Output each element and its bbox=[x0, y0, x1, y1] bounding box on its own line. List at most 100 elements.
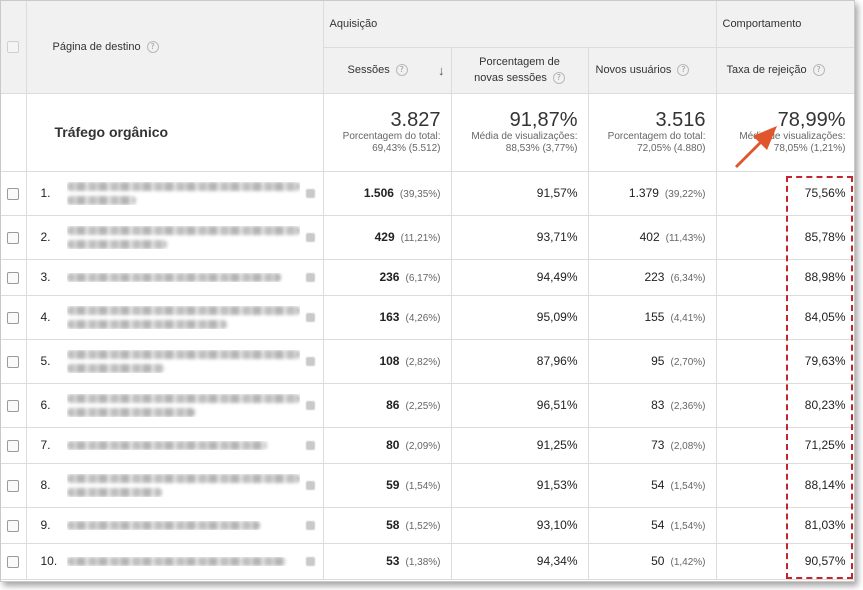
open-page-icon[interactable] bbox=[305, 440, 315, 450]
row-number: 10. bbox=[40, 554, 58, 568]
landing-page-link[interactable] bbox=[66, 305, 300, 329]
sessions-value: 1.506 bbox=[363, 186, 394, 200]
table-row[interactable]: 7. 80 (2,09%) 91,25% 73 (2,08%) 71,25% bbox=[1, 427, 854, 464]
open-page-icon[interactable] bbox=[305, 272, 315, 282]
table-row[interactable]: 5. 108 (2,82%) 87,96% 95 (2,70%) 79,63% bbox=[1, 339, 854, 384]
total-new-sessions-caption: Média de visualizações: bbox=[471, 131, 578, 142]
help-icon[interactable]: ? bbox=[146, 40, 159, 53]
table-row[interactable]: 1. 1.506 (39,35%) 91,57% 1.379 (39,22%) 75… bbox=[1, 171, 854, 216]
landing-page-cell[interactable]: 4. bbox=[26, 295, 324, 340]
landing-page-cell[interactable]: 6. bbox=[26, 383, 324, 428]
help-icon[interactable]: ? bbox=[677, 64, 690, 77]
table-row[interactable]: 9. 58 (1,52%) 93,10% 54 (1,54%) 81,03% bbox=[1, 507, 854, 544]
sessions-column-header[interactable]: Sessões? ↓ bbox=[323, 47, 452, 94]
sessions-pct: (6,17%) bbox=[405, 273, 441, 284]
new-users-pct: (11,43%) bbox=[665, 233, 706, 244]
landing-page-cell[interactable]: 10. bbox=[26, 543, 324, 580]
landing-page-link[interactable] bbox=[66, 225, 300, 249]
landing-page-cell[interactable]: 7. bbox=[26, 427, 324, 464]
redacted-url-line bbox=[66, 349, 300, 359]
total-new-sessions-detail: 88,53% (3,77%) bbox=[505, 143, 578, 154]
bounce-rate-cell: 81,03% bbox=[716, 507, 854, 544]
open-page-icon[interactable] bbox=[305, 480, 315, 490]
new-sessions-pct-column-header[interactable]: Porcentagem de novas sessões? bbox=[451, 47, 589, 94]
redacted-url-line bbox=[66, 520, 260, 530]
landing-page-cell[interactable]: 1. bbox=[26, 171, 324, 216]
total-new-users-value: 3.516 bbox=[655, 109, 706, 131]
open-page-icon[interactable] bbox=[305, 232, 315, 242]
new-users-cell: 54 (1,54%) bbox=[588, 507, 717, 544]
row-checkbox[interactable] bbox=[7, 399, 20, 412]
acquisition-group-label: Aquisição bbox=[329, 17, 378, 30]
landing-page-cell[interactable]: 5. bbox=[26, 339, 324, 384]
help-icon[interactable]: ? bbox=[552, 72, 565, 85]
new-users-column-header[interactable]: Novos usuários? bbox=[588, 47, 717, 94]
sessions-cell: 108 (2,82%) bbox=[323, 339, 452, 384]
row-checkbox-cell bbox=[1, 339, 27, 384]
help-icon[interactable]: ? bbox=[812, 64, 825, 77]
row-checkbox[interactable] bbox=[7, 519, 20, 532]
new-sessions-cell: 91,25% bbox=[451, 427, 589, 464]
row-checkbox[interactable] bbox=[7, 355, 20, 368]
landing-page-link[interactable] bbox=[66, 349, 300, 373]
landing-page-link[interactable] bbox=[66, 520, 300, 530]
landing-page-link[interactable] bbox=[66, 181, 300, 205]
landing-page-link[interactable] bbox=[66, 440, 300, 450]
table-row[interactable]: 10. 53 (1,38%) 94,34% 50 (1,42%) 90,57% bbox=[1, 543, 854, 580]
open-page-icon[interactable] bbox=[305, 520, 315, 530]
row-checkbox-cell bbox=[1, 463, 27, 508]
new-users-pct: (1,54%) bbox=[670, 521, 706, 532]
new-sessions-header-line2: novas sessões bbox=[474, 72, 547, 84]
table-row[interactable]: 3. 236 (6,17%) 94,49% 223 (6,34%) 88,98% bbox=[1, 259, 854, 296]
sort-descending-icon[interactable]: ↓ bbox=[438, 62, 445, 78]
new-users-header-label: Novos usuários bbox=[595, 63, 672, 76]
totals-spacer bbox=[1, 93, 27, 172]
row-checkbox[interactable] bbox=[7, 311, 20, 324]
row-checkbox-cell bbox=[1, 215, 27, 260]
bounce-rate-cell: 71,25% bbox=[716, 427, 854, 464]
table-row[interactable]: 8. 59 (1,54%) 91,53% 54 (1,54%) 88,14% bbox=[1, 463, 854, 508]
table-row[interactable]: 2. 429 (11,21%) 93,71% 402 (11,43%) 85,78% bbox=[1, 215, 854, 260]
new-sessions-cell: 93,10% bbox=[451, 507, 589, 544]
landing-page-cell[interactable]: 3. bbox=[26, 259, 324, 296]
landing-page-column-header[interactable]: Página de destino? bbox=[26, 1, 324, 94]
open-page-icon[interactable] bbox=[305, 556, 315, 566]
bounce-rate-cell: 79,63% bbox=[716, 339, 854, 384]
row-checkbox[interactable] bbox=[7, 555, 20, 568]
help-icon[interactable]: ? bbox=[395, 64, 408, 77]
total-new-users-cell: 3.516 Porcentagem do total: 72,05% (4.88… bbox=[588, 93, 717, 172]
new-users-cell: 54 (1,54%) bbox=[588, 463, 717, 508]
open-page-icon[interactable] bbox=[305, 312, 315, 322]
table-row[interactable]: 6. 86 (2,25%) 96,51% 83 (2,36%) 80,23% bbox=[1, 383, 854, 428]
open-page-icon[interactable] bbox=[305, 356, 315, 366]
landing-page-link[interactable] bbox=[66, 556, 300, 566]
row-checkbox[interactable] bbox=[7, 271, 20, 284]
new-users-pct: (1,54%) bbox=[670, 481, 706, 492]
total-new-users-detail: 72,05% (4.880) bbox=[637, 143, 706, 154]
row-checkbox[interactable] bbox=[7, 187, 20, 200]
open-page-icon[interactable] bbox=[305, 188, 315, 198]
select-all-checkbox[interactable] bbox=[7, 40, 20, 53]
landing-page-link[interactable] bbox=[66, 473, 300, 497]
landing-page-link[interactable] bbox=[66, 393, 300, 417]
sessions-value: 59 bbox=[386, 478, 400, 492]
sessions-pct: (2,09%) bbox=[405, 441, 441, 452]
row-checkbox[interactable] bbox=[7, 439, 20, 452]
row-checkbox[interactable] bbox=[7, 231, 20, 244]
row-number: 2. bbox=[40, 230, 51, 244]
sessions-value: 80 bbox=[386, 438, 400, 452]
landing-page-cell[interactable]: 9. bbox=[26, 507, 324, 544]
bounce-rate-cell: 90,57% bbox=[716, 543, 854, 580]
analytics-report-table: Página de destino? Aquisição Comportamen… bbox=[0, 0, 855, 582]
new-sessions-cell: 96,51% bbox=[451, 383, 589, 428]
new-users-cell: 223 (6,34%) bbox=[588, 259, 717, 296]
new-users-pct: (6,34%) bbox=[670, 273, 706, 284]
landing-page-cell[interactable]: 8. bbox=[26, 463, 324, 508]
row-checkbox[interactable] bbox=[7, 479, 20, 492]
landing-page-link[interactable] bbox=[66, 272, 300, 282]
landing-page-cell[interactable]: 2. bbox=[26, 215, 324, 260]
bounce-rate-column-header[interactable]: Taxa de rejeição? bbox=[716, 47, 854, 94]
open-page-icon[interactable] bbox=[305, 400, 315, 410]
new-users-value: 50 bbox=[651, 554, 665, 568]
table-row[interactable]: 4. 163 (4,26%) 95,09% 155 (4,41%) 84,05% bbox=[1, 295, 854, 340]
